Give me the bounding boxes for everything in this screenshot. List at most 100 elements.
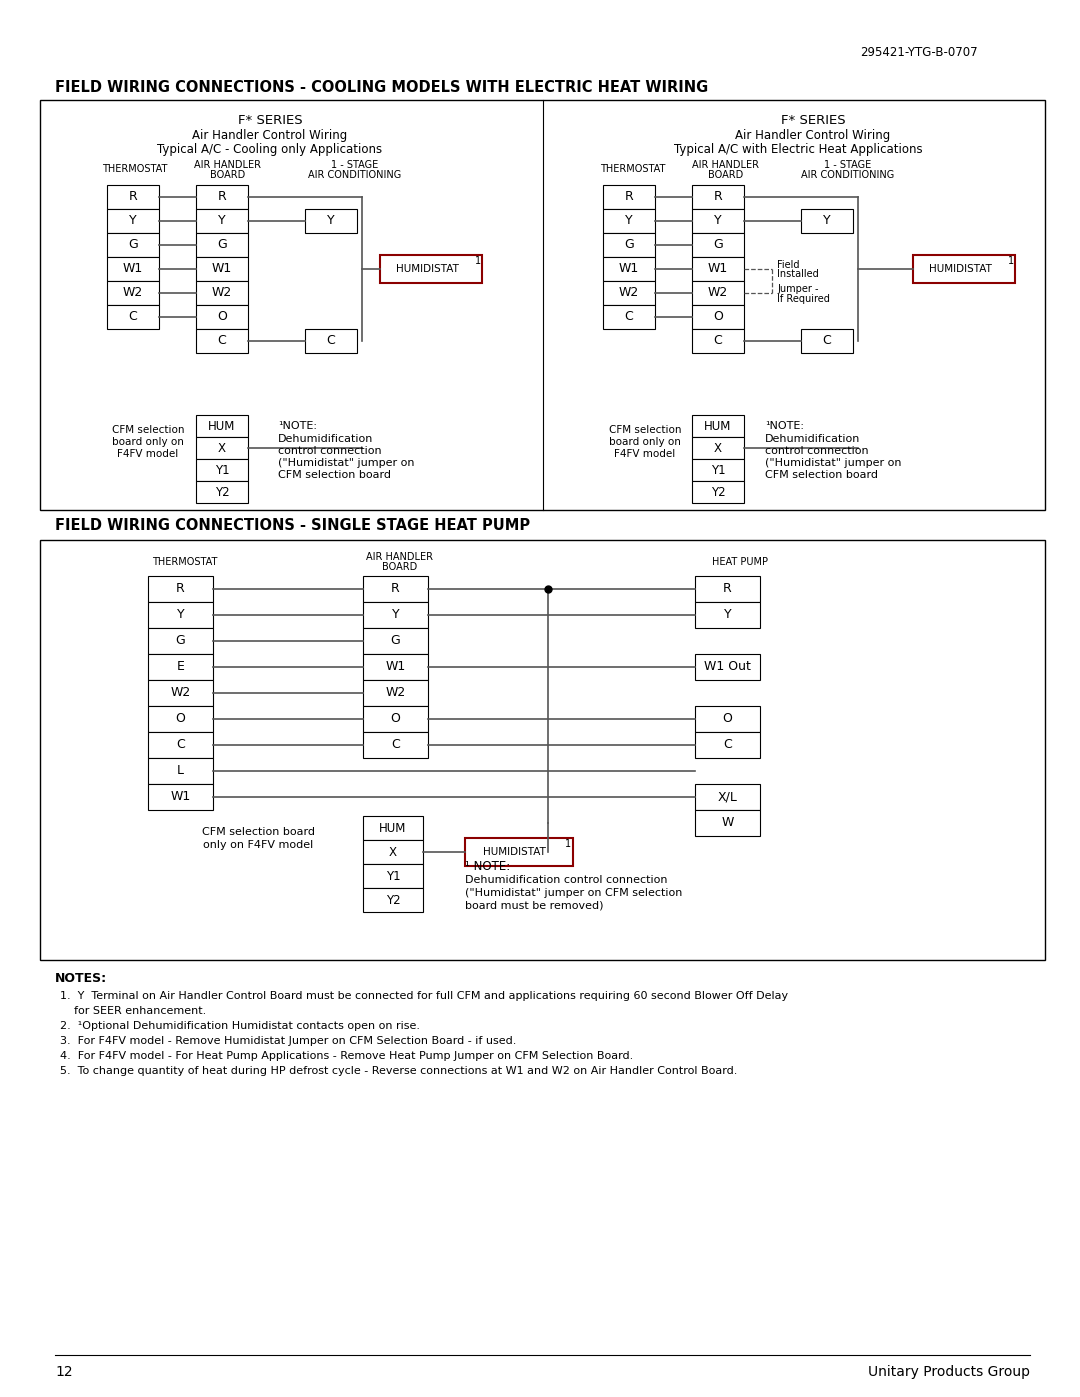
Bar — [195, 437, 248, 460]
Bar — [801, 210, 853, 233]
Text: R: R — [129, 190, 137, 204]
Bar — [603, 184, 654, 210]
Text: board only on: board only on — [609, 437, 680, 447]
Text: AIR HANDLER: AIR HANDLER — [366, 552, 433, 562]
Text: HUMIDISTAT: HUMIDISTAT — [929, 264, 991, 274]
Text: CFM selection board: CFM selection board — [202, 827, 314, 837]
Text: HEAT PUMP: HEAT PUMP — [712, 557, 768, 567]
Bar — [363, 888, 423, 912]
Text: 1.  Y  Terminal on Air Handler Control Board must be connected for full CFM and : 1. Y Terminal on Air Handler Control Boa… — [60, 990, 788, 1002]
Bar — [148, 680, 213, 705]
Text: 1: 1 — [1008, 256, 1014, 265]
Bar — [305, 210, 357, 233]
Text: THERMOSTAT: THERMOSTAT — [103, 163, 167, 175]
Text: Y: Y — [724, 609, 731, 622]
Bar — [107, 210, 159, 233]
Text: F* SERIES: F* SERIES — [238, 113, 302, 127]
Bar — [305, 330, 357, 353]
Text: W2: W2 — [386, 686, 406, 700]
Bar — [195, 481, 248, 503]
Text: L: L — [177, 764, 184, 778]
Bar — [465, 838, 573, 866]
Text: 2.  ¹Optional Dehumidification Humidistat contacts open on rise.: 2. ¹Optional Dehumidification Humidistat… — [60, 1021, 420, 1031]
Text: W2: W2 — [171, 686, 191, 700]
Bar — [195, 330, 248, 353]
Text: W2: W2 — [619, 286, 639, 299]
Bar — [603, 210, 654, 233]
Text: Jumper -: Jumper - — [777, 284, 819, 293]
Bar — [692, 437, 744, 460]
Text: Installed: Installed — [777, 270, 819, 279]
Text: Typical A/C - Cooling only Applications: Typical A/C - Cooling only Applications — [158, 144, 382, 156]
Text: C: C — [624, 310, 633, 324]
Text: 12: 12 — [55, 1365, 72, 1379]
Bar — [603, 233, 654, 257]
Bar — [363, 863, 423, 888]
Bar — [107, 281, 159, 305]
Text: control connection: control connection — [765, 446, 868, 455]
Text: W2: W2 — [212, 286, 232, 299]
Bar — [692, 184, 744, 210]
Bar — [603, 257, 654, 281]
Bar — [692, 415, 744, 437]
Text: BOARD: BOARD — [211, 170, 245, 180]
Text: AIR CONDITIONING: AIR CONDITIONING — [309, 170, 402, 180]
Text: C: C — [176, 739, 185, 752]
Text: ¹NOTE:: ¹NOTE: — [765, 420, 804, 432]
Text: FIELD WIRING CONNECTIONS - COOLING MODELS WITH ELECTRIC HEAT WIRING: FIELD WIRING CONNECTIONS - COOLING MODEL… — [55, 81, 708, 95]
Text: G: G — [713, 239, 723, 251]
Bar — [603, 305, 654, 330]
Text: BOARD: BOARD — [708, 170, 744, 180]
Text: 1 - STAGE: 1 - STAGE — [824, 161, 872, 170]
Bar — [195, 210, 248, 233]
Text: G: G — [391, 634, 401, 647]
Bar — [696, 732, 760, 759]
Text: HUMIDISTAT: HUMIDISTAT — [483, 847, 545, 856]
Bar — [148, 705, 213, 732]
Text: R: R — [391, 583, 400, 595]
Text: Y: Y — [625, 215, 633, 228]
Bar — [692, 481, 744, 503]
Bar — [107, 233, 159, 257]
Bar — [363, 602, 428, 629]
Bar — [148, 629, 213, 654]
Text: C: C — [218, 334, 227, 348]
Text: R: R — [724, 583, 732, 595]
Text: X: X — [714, 441, 723, 454]
Bar — [363, 629, 428, 654]
Text: Y: Y — [392, 609, 400, 622]
Text: W1: W1 — [123, 263, 144, 275]
Text: ¹ NOTE:: ¹ NOTE: — [465, 859, 510, 873]
Bar — [195, 281, 248, 305]
Text: If Required: If Required — [777, 293, 829, 305]
Text: X: X — [218, 441, 226, 454]
Text: Unitary Products Group: Unitary Products Group — [868, 1365, 1030, 1379]
Text: Y2: Y2 — [711, 486, 726, 499]
Text: W1: W1 — [212, 263, 232, 275]
Text: Y2: Y2 — [215, 486, 229, 499]
Bar — [913, 256, 1015, 284]
Bar — [692, 460, 744, 481]
Bar — [363, 732, 428, 759]
Text: 295421-YTG-B-0707: 295421-YTG-B-0707 — [860, 46, 977, 59]
Text: Dehumidification control connection: Dehumidification control connection — [465, 875, 667, 886]
Text: CFM selection: CFM selection — [111, 425, 185, 434]
Text: Y: Y — [130, 215, 137, 228]
Text: THERMOSTAT: THERMOSTAT — [600, 163, 665, 175]
Text: HUM: HUM — [379, 821, 407, 834]
Text: E: E — [176, 661, 185, 673]
Text: R: R — [714, 190, 723, 204]
Text: G: G — [217, 239, 227, 251]
Bar — [107, 257, 159, 281]
Text: Y1: Y1 — [386, 869, 401, 883]
Text: ¹NOTE:: ¹NOTE: — [278, 420, 318, 432]
Text: C: C — [724, 739, 732, 752]
Text: board only on: board only on — [112, 437, 184, 447]
Bar — [692, 305, 744, 330]
Text: CFM selection board: CFM selection board — [765, 469, 878, 481]
Bar — [148, 784, 213, 810]
Text: 1: 1 — [565, 840, 571, 849]
Text: 5.  To change quantity of heat during HP defrost cycle - Reverse connections at : 5. To change quantity of heat during HP … — [60, 1066, 738, 1076]
Text: O: O — [723, 712, 732, 725]
Bar — [195, 305, 248, 330]
